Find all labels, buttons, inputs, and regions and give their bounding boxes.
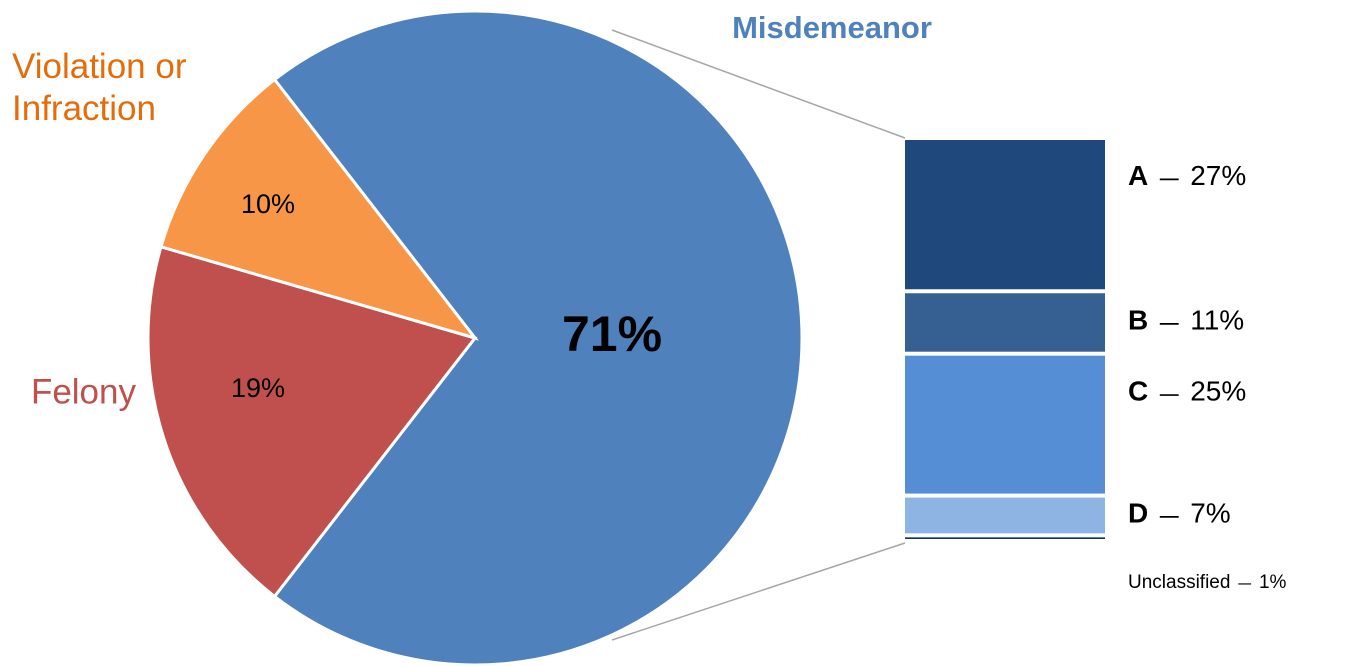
bar-name: D	[1128, 498, 1148, 529]
bar-value: 7%	[1190, 498, 1230, 529]
data-label: 19%	[231, 373, 285, 403]
bar-name: Unclassified	[1128, 572, 1230, 593]
bar-segment	[905, 293, 1105, 352]
bar-name: B	[1128, 305, 1148, 336]
bar-label: Unclassified 1%	[1128, 572, 1287, 593]
pie-slice	[272, 9, 804, 666]
category-label: Violation or Infraction	[12, 47, 187, 128]
bar-segment	[905, 497, 1105, 534]
bar-label: A 27%	[1128, 160, 1246, 191]
connector	[611, 542, 906, 641]
bar-segment	[905, 537, 1105, 539]
bar-value: 11%	[1190, 305, 1244, 336]
data-label: 71%	[562, 306, 662, 362]
category-label: Felony	[31, 372, 137, 411]
bar-label: D 7%	[1128, 498, 1231, 529]
bar-name: C	[1128, 376, 1148, 407]
bar-label: B 11%	[1128, 305, 1244, 336]
data-label: 10%	[241, 189, 295, 219]
heading: Misdemeanor	[732, 10, 932, 45]
bar-name: A	[1128, 160, 1148, 191]
bar-segment	[905, 355, 1105, 494]
bar-label: C 25%	[1128, 376, 1246, 407]
bar-value: 1%	[1259, 572, 1287, 593]
bar-value: 27%	[1190, 160, 1246, 191]
bar-segment	[905, 140, 1105, 290]
pie-slice	[146, 244, 478, 599]
bar-value: 25%	[1190, 376, 1246, 407]
pie-slice	[159, 77, 480, 341]
connector	[611, 29, 906, 139]
